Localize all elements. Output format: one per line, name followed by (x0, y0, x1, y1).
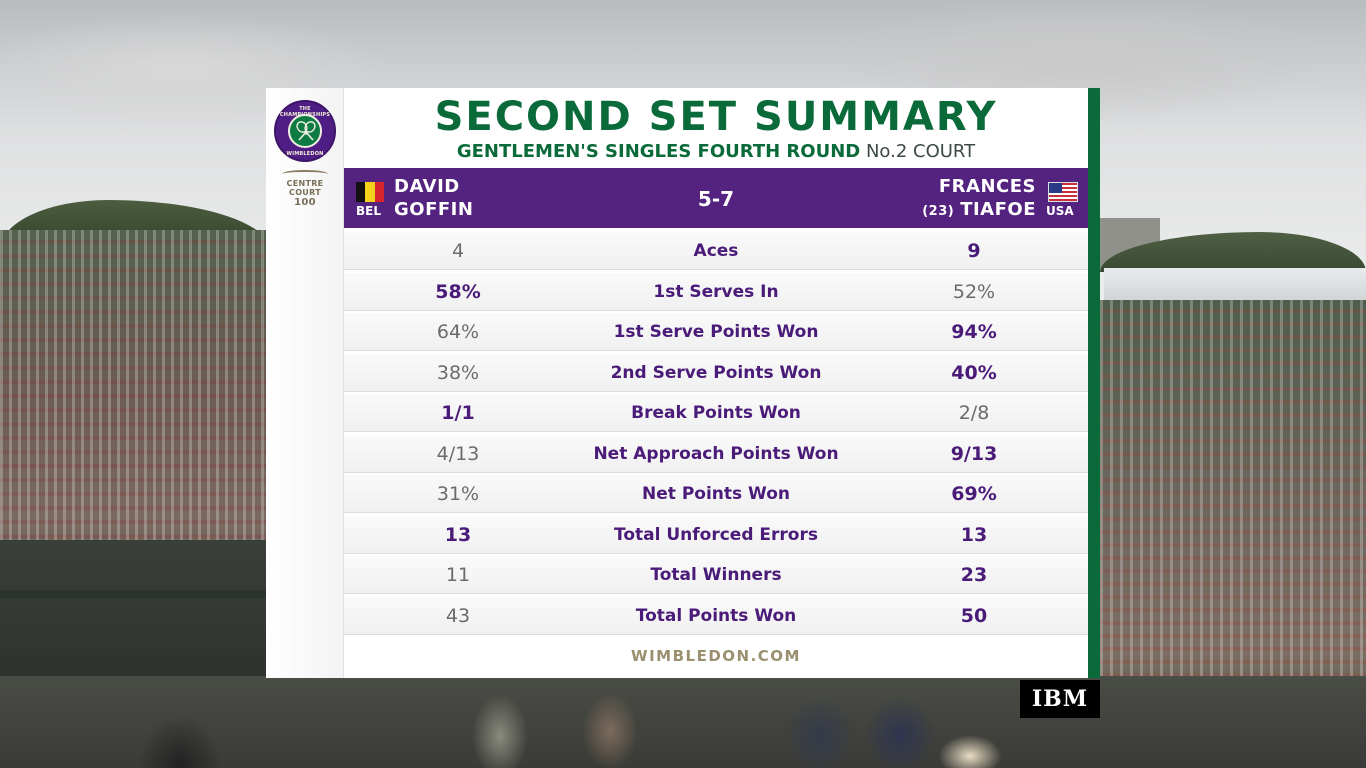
stat-right-value: 50 (960, 604, 988, 627)
stat-row: 64% 1st Serve Points Won 94% (344, 313, 1088, 351)
stat-row: 58% 1st Serves In 52% (344, 272, 1088, 311)
stat-label: Total Unforced Errors (614, 524, 818, 545)
stat-left-value: 43 (445, 604, 471, 627)
stat-row: 13 Total Unforced Errors 13 (344, 515, 1088, 554)
stat-left-value: 1/1 (441, 402, 475, 424)
player-left-last-name: GOFFIN (394, 199, 474, 220)
crossed-rackets-icon (296, 121, 316, 141)
player-left-first-name: DAVID (394, 176, 460, 197)
flag-stripe-black (356, 182, 366, 202)
stat-left-value: 4 (451, 240, 465, 262)
set-score: 5-7 (697, 187, 735, 211)
stats-table: 4 Aces 9 58% 1st Serves In 52% 64% 1st Serve Po… (344, 232, 1088, 637)
belgium-flag-icon (356, 182, 384, 202)
stat-right-value: 94% (951, 321, 997, 343)
ibm-logo: IBM (1020, 680, 1100, 718)
stat-right-value: 52% (952, 280, 996, 303)
player-right-country: USA (1046, 204, 1074, 218)
stat-label: Break Points Won (631, 403, 801, 423)
player-right-last-line: (23) TIAFOE (922, 199, 1036, 223)
stat-right-value: 9/13 (950, 442, 998, 465)
stat-left-value: 11 (445, 564, 471, 586)
stat-row: 31% Net Points Won 69% (344, 475, 1088, 513)
stat-right-value: 13 (960, 523, 988, 546)
stat-left-value: 31% (436, 483, 480, 505)
player-right-seed: (23) (922, 204, 955, 219)
flag-stripe-red (374, 182, 384, 202)
stat-right-value: 69% (951, 483, 997, 505)
stat-row: 43 Total Points Won 50 (344, 596, 1088, 635)
stat-label: 1st Serves In (653, 281, 779, 302)
stat-left-value: 64% (436, 321, 480, 343)
stat-right-value: 23 (960, 564, 988, 586)
crown-arc-icon (282, 170, 328, 178)
usa-flag-icon (1048, 182, 1078, 202)
flag-stripe-yellow (365, 182, 375, 202)
player-right-last-name: TIAFOE (960, 199, 1036, 220)
logo-column (266, 88, 344, 678)
stat-left-value: 38% (436, 361, 480, 384)
stat-left-value: 4/13 (436, 442, 480, 465)
stat-left-value: 13 (444, 523, 472, 546)
stat-row: 38% 2nd Serve Points Won 40% (344, 353, 1088, 392)
stat-row: 4/13 Net Approach Points Won 9/13 (344, 434, 1088, 473)
stat-label: Aces (693, 241, 739, 261)
footer-website: WIMBLEDON.COM (631, 647, 801, 665)
stat-label: Net Points Won (642, 484, 790, 504)
stat-right-value: 9 (967, 240, 981, 262)
stat-label: Total Points Won (635, 605, 797, 626)
wimbledon-logo: THE CHAMPIONSHIPS WIMBLEDON (274, 100, 336, 162)
stat-label: 1st Serve Points Won (613, 322, 819, 342)
panel-green-edge (1088, 88, 1100, 678)
stat-right-value: 40% (951, 361, 997, 384)
stat-row: 4 Aces 9 (344, 232, 1088, 270)
logo-emblem (288, 114, 322, 148)
stat-label: Net Approach Points Won (593, 443, 839, 464)
stat-label: 2nd Serve Points Won (610, 362, 822, 383)
stand-roof (1104, 268, 1366, 304)
logo-ring-bottom-text: WIMBLEDON (286, 151, 324, 157)
stat-row: 11 Total Winners 23 (344, 556, 1088, 594)
centre-court-line2: COURT (289, 188, 321, 197)
stat-right-value: 2/8 (958, 402, 990, 424)
stat-label: Total Winners (650, 565, 782, 585)
stat-row: 1/1 Break Points Won 2/8 (344, 394, 1088, 432)
panel-title: SECOND SET SUMMARY (434, 94, 998, 140)
stat-left-value: 58% (435, 280, 481, 303)
player-right-first-name: FRANCES (938, 176, 1036, 197)
panel-subtitle: GENTLEMEN'S SINGLES FOURTH ROUND No.2 CO… (344, 140, 1088, 164)
centre-court-line1: CENTRE (286, 179, 324, 188)
centre-court-100-logo: CENTRE COURT 100 (276, 170, 334, 216)
round-name: GENTLEMEN'S SINGLES FOURTH ROUND (456, 141, 861, 162)
player-header-bar: BEL DAVID GOFFIN 5-7 FRANCES (23) TIAFOE … (344, 168, 1088, 228)
player-left-country: BEL (356, 204, 381, 218)
centre-court-line3: 100 (294, 197, 316, 208)
court-name: No.2 COURT (865, 141, 976, 162)
front-crowd (0, 676, 1366, 768)
